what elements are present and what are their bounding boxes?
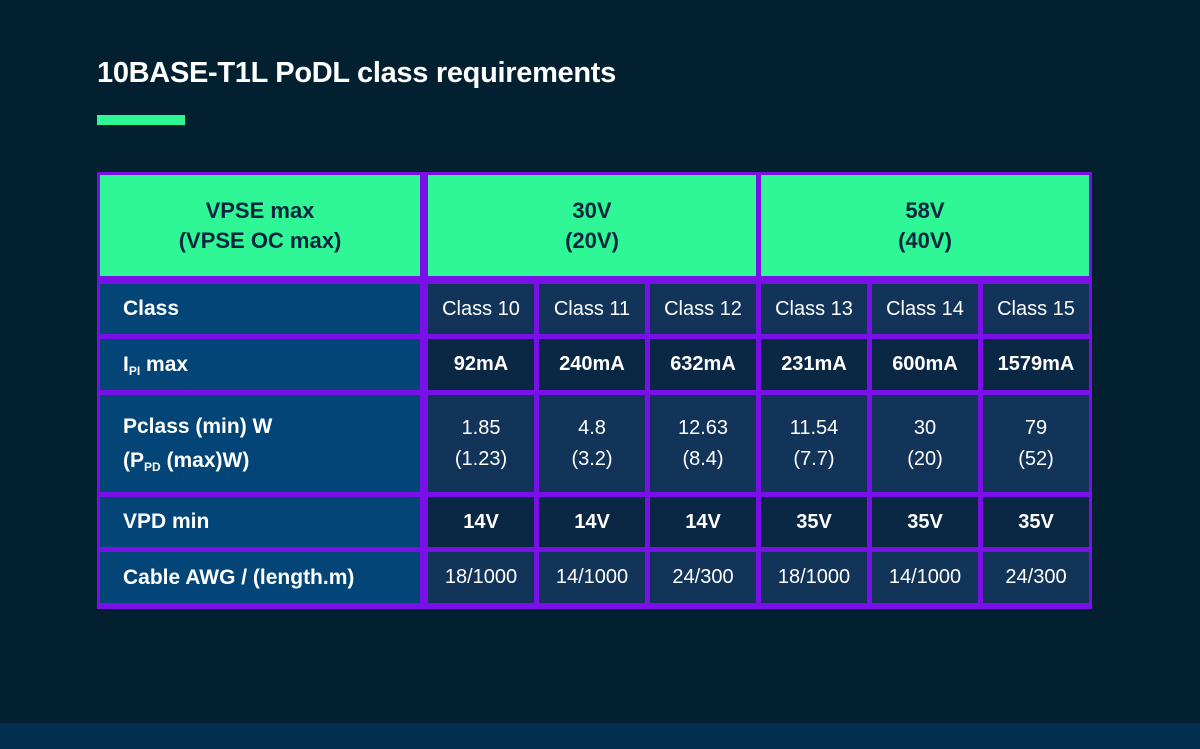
header-58v-line2: (40V) <box>898 227 952 253</box>
class-value-cell: Class 10 <box>428 284 534 334</box>
cable-row-label: Cable AWG / (length.m) <box>100 552 420 603</box>
pclass-value-cell: 11.54 (7.7) <box>761 395 867 492</box>
class-value-cell: Class 15 <box>983 284 1089 334</box>
ipi-row-label: IPI max <box>100 339 420 390</box>
ipi-value-cell: 240mA <box>539 339 645 390</box>
header-vpse-line2: (VPSE OC max) <box>178 227 342 253</box>
vpd-value-cell: 35V <box>761 497 867 547</box>
cable-value-cell: 18/1000 <box>428 552 534 603</box>
vpd-value-cell: 35V <box>983 497 1089 547</box>
class-value-cell: Class 11 <box>539 284 645 334</box>
pclass-value-cell: 79 (52) <box>983 395 1089 492</box>
class-row-label: Class <box>100 284 420 334</box>
pclass-value-cell: 12.63 (8.4) <box>650 395 756 492</box>
pclass-label-lines: Pclass (min) W (PPD (max)W) <box>123 410 272 477</box>
vpd-row-label: VPD min <box>100 497 420 547</box>
ipi-value-cell: 632mA <box>650 339 756 390</box>
ipi-label-post: max <box>140 352 189 376</box>
header-cell-30v: 30V (20V) <box>428 175 756 276</box>
footer-strip <box>0 723 1200 749</box>
class-value-cell: Class 12 <box>650 284 756 334</box>
vpd-value-cell: 14V <box>650 497 756 547</box>
ipi-label-subscript: PI <box>128 363 141 378</box>
ipi-value-cell: 600mA <box>872 339 978 390</box>
vpd-value-cell: 35V <box>872 497 978 547</box>
pclass-label-line1: Pclass (min) W <box>123 414 273 438</box>
header-30v-line2: (20V) <box>565 227 619 253</box>
pclass-label-line2-post: (max)W) <box>160 448 250 472</box>
pclass-label-line2-pre: (P <box>123 448 144 472</box>
podl-class-table: VPSE max (VPSE OC max) 30V (20V) 58V (40… <box>97 172 1092 609</box>
pclass-row-label: Pclass (min) W (PPD (max)W) <box>100 395 420 492</box>
pclass-label-subscript: PD <box>144 459 161 474</box>
cable-value-cell: 14/1000 <box>539 552 645 603</box>
cable-value-cell: 18/1000 <box>761 552 867 603</box>
header-vpse-line1: VPSE max <box>205 197 315 223</box>
cable-value-cell: 14/1000 <box>872 552 978 603</box>
header-cell-58v: 58V (40V) <box>761 175 1089 276</box>
vpd-value-cell: 14V <box>539 497 645 547</box>
ipi-value-cell: 1579mA <box>983 339 1089 390</box>
header-30v-line1: 30V <box>572 197 612 223</box>
ipi-label-pre: I <box>123 352 129 376</box>
class-value-cell: Class 14 <box>872 284 978 334</box>
pclass-value-cell: 30 (20) <box>872 395 978 492</box>
cable-value-cell: 24/300 <box>983 552 1089 603</box>
header-58v-line1: 58V <box>905 197 945 223</box>
class-value-cell: Class 13 <box>761 284 867 334</box>
pclass-value-cell: 1.85 (1.23) <box>428 395 534 492</box>
pclass-value-cell: 4.8 (3.2) <box>539 395 645 492</box>
ipi-value-cell: 231mA <box>761 339 867 390</box>
pclass-label-line2: (PPD (max)W) <box>123 444 272 478</box>
title-accent-bar <box>97 115 185 125</box>
ipi-label-text: IPI max <box>123 353 188 377</box>
vpd-value-cell: 14V <box>428 497 534 547</box>
ipi-value-cell: 92mA <box>428 339 534 390</box>
page-title: 10BASE-T1L PoDL class requirements <box>97 57 616 89</box>
cable-value-cell: 24/300 <box>650 552 756 603</box>
header-cell-vpse: VPSE max (VPSE OC max) <box>100 175 420 276</box>
